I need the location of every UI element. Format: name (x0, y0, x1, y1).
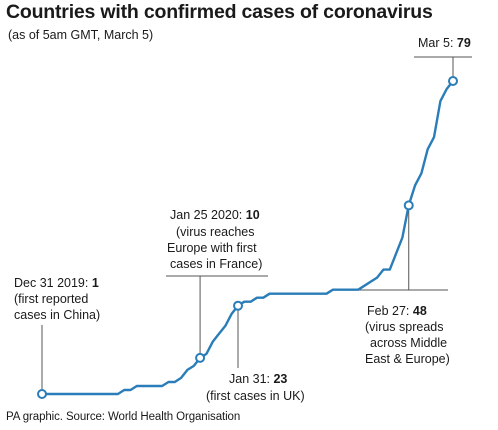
annotation-feb27: Feb 27: 48 (virus spreads across Middle … (365, 304, 450, 366)
annotation-mar5-date: Mar 5: (418, 36, 457, 50)
annotation-jan31-date: Jan 31: (229, 372, 273, 386)
leader-lines (41, 57, 454, 394)
annotation-jan25: Jan 25 2020: 10 (virus reaches Europe wi… (167, 208, 262, 271)
annotation-dec31-note-2: cases in China) (14, 308, 100, 322)
annotation-mar5-value: 79 (457, 36, 471, 50)
annotation-jan31: Jan 31: 23 (first cases in UK) (206, 372, 305, 403)
point-marker (448, 76, 458, 86)
annotation-jan31-note-1: (first cases in UK) (206, 389, 305, 403)
annotation-jan25-note-2: Europe with first (167, 241, 257, 255)
annotation-feb27-note-2: across Middle (370, 336, 447, 350)
annotation-feb27-value: 48 (413, 304, 427, 318)
point-marker (233, 300, 244, 311)
chart-title: Countries with confirmed cases of corona… (6, 1, 433, 23)
annotation-dec31-value: 1 (92, 276, 99, 290)
annotation-rules (166, 56, 472, 291)
annotation-jan31-heading: Jan 31: 23 (229, 372, 287, 386)
annotation-feb27-date: Feb 27: (367, 304, 413, 318)
annotation-dec31-heading: Dec 31 2019: 1 (14, 276, 99, 290)
chart-subtitle: (as of 5am GMT, March 5) (8, 28, 154, 42)
annotation-jan25-heading: Jan 25 2020: 10 (170, 208, 260, 222)
annotation-mar5-heading: Mar 5: 79 (418, 36, 471, 50)
annotation-dec31: Dec 31 2019: 1 (first reported cases in … (14, 276, 100, 322)
point-markers (37, 76, 458, 399)
annotation-feb27-note-3: East & Europe) (365, 352, 450, 366)
annotation-mar5: Mar 5: 79 (418, 36, 471, 50)
point-marker (195, 352, 206, 363)
annotation-dec31-note-1: (first reported (14, 292, 88, 306)
annotation-feb27-heading: Feb 27: 48 (367, 304, 427, 318)
annotation-jan31-value: 23 (273, 372, 287, 386)
annotation-dec31-date: Dec 31 2019: (14, 276, 92, 290)
point-marker (37, 389, 47, 399)
annotation-jan25-value: 10 (246, 208, 260, 222)
annotation-jan25-note-3: cases in France) (170, 257, 262, 271)
source-note: PA graphic. Source: World Health Organis… (6, 411, 241, 423)
annotation-jan25-note-1: (virus reaches (176, 225, 255, 239)
annotation-feb27-note-1: (virus spreads (365, 320, 444, 334)
series-line (40, 79, 455, 396)
annotation-jan25-date: Jan 25 2020: (170, 208, 246, 222)
point-marker (403, 200, 414, 211)
